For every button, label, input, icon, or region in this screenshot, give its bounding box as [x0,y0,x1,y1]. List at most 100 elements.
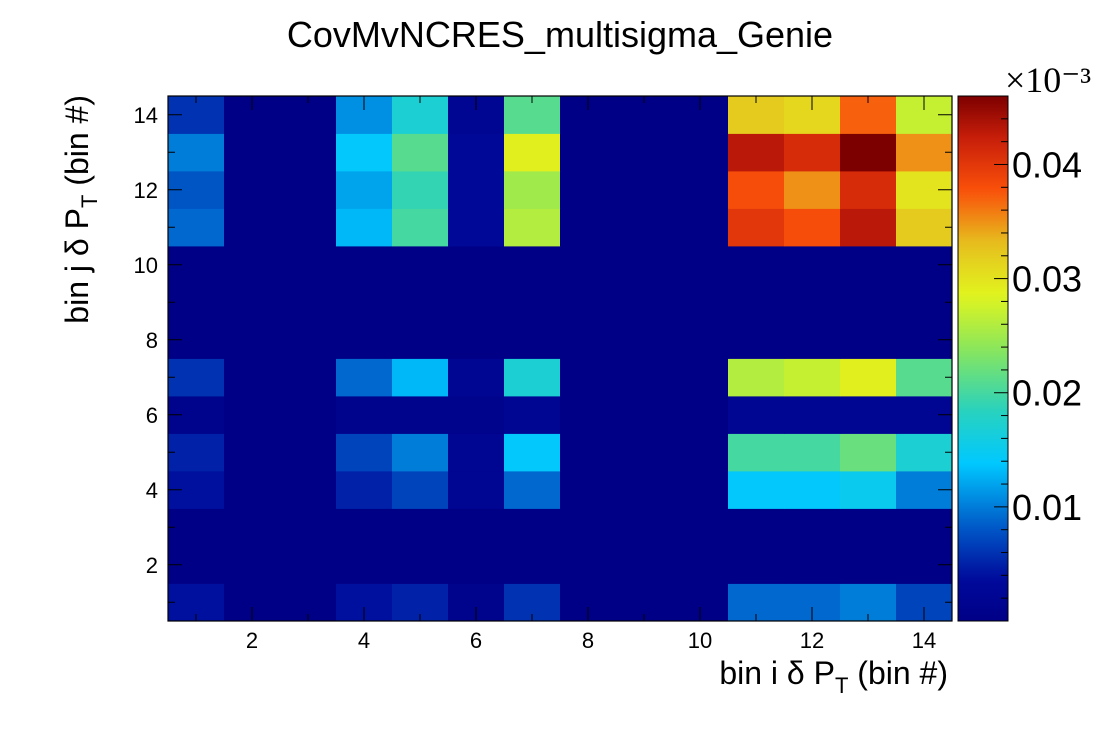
heatmap-cell [728,396,785,434]
heatmap-cell [504,171,561,209]
heatmap-cell [560,433,617,472]
heatmap-cell [448,396,505,434]
heatmap-cell [896,208,953,247]
heatmap-cell [616,396,673,434]
heatmap-cell [560,171,617,209]
heatmap-cell [448,358,505,397]
heatmap-cell [784,546,841,584]
heatmap-cell [728,358,785,397]
heatmap-cell [840,208,897,247]
heatmap-cell [840,246,897,284]
heatmap-cell [616,246,673,284]
heatmap-cell [840,471,897,509]
heatmap-cell [168,358,225,397]
heatmap-cell [280,508,337,547]
heatmap-cell [784,358,841,397]
heatmap-cell [224,433,281,472]
heatmap-cell [224,133,281,172]
heatmap-cell [840,133,897,172]
heatmap-cell [784,396,841,434]
heatmap-cell [728,433,785,472]
heatmap-cell [280,321,337,359]
y-tick-label: 12 [134,178,158,203]
heatmap-cell [672,283,729,322]
heatmap-cell [392,246,449,284]
heatmap-cell [280,133,337,172]
heatmap-cell [784,208,841,247]
heatmap-cell [392,433,449,472]
heatmap-cell [280,283,337,322]
heatmap-cell [896,508,953,547]
heatmap-cell [448,171,505,209]
heatmap-cell [280,433,337,472]
x-tick-label: 6 [470,628,482,653]
heatmap-cell [504,433,561,472]
heatmap-cell [616,321,673,359]
plot-frame [167,95,953,622]
colorbar-tick-label: 0.04 [1012,144,1082,185]
heatmap-cell [448,208,505,247]
heatmap-cell [224,546,281,584]
heatmap-cell [336,321,393,359]
heatmap-cell [560,471,617,509]
heatmap-cell [224,471,281,509]
y-tick-label: 6 [146,403,158,428]
heatmap-cell [504,208,561,247]
heatmap-cell [672,133,729,172]
colorbar-exponent: ×10⁻³ [1005,60,1091,100]
heatmap-cell [672,208,729,247]
heatmap-cell [840,171,897,209]
colorbar [958,96,1008,621]
heatmap-cell [392,321,449,359]
x-tick-label: 14 [912,628,936,653]
heatmap-cell [840,433,897,472]
heatmap-cell [728,246,785,284]
heatmap-cell [616,283,673,322]
axis-ticks [168,96,952,621]
x-tick-labels: 2 4 6 8 10 12 14 [246,628,936,653]
heatmap-cell [672,171,729,209]
heatmap-cell [504,546,561,584]
y-tick-labels: 2 4 6 8 10 12 14 [134,103,158,578]
heatmap-cell [224,358,281,397]
heatmap-cell [392,358,449,397]
heatmap-cell [896,358,953,397]
heatmap-cell [504,246,561,284]
heatmap-cell [560,546,617,584]
heatmap-cell [280,246,337,284]
heatmap-cell [840,321,897,359]
heatmap-cell [392,471,449,509]
heatmap-cell [784,471,841,509]
heatmap-cell [448,546,505,584]
title-box [232,6,887,68]
heatmap-cell [392,283,449,322]
heatmap-cell [504,471,561,509]
heatmap-cell [336,358,393,397]
heatmap-cell [840,358,897,397]
heatmap-cell [336,171,393,209]
x-tick-label: 12 [800,628,824,653]
heatmap-cell [168,283,225,322]
x-tick-label: 8 [582,628,594,653]
heatmap-cell [560,508,617,547]
colorbar-frame [957,95,1009,622]
heatmap-cell [672,396,729,434]
heatmap-cell [784,246,841,284]
heatmap-cell [784,283,841,322]
heatmap-cell [728,508,785,547]
heatmap-cell [616,508,673,547]
heatmap-cell [336,246,393,284]
y-tick-label: 10 [134,253,158,278]
heatmap-cell [336,396,393,434]
heatmap-cell [728,471,785,509]
heatmap-cell [336,471,393,509]
y-tick-label: 4 [146,478,158,503]
heatmap-cell [392,133,449,172]
heatmap-cell [616,358,673,397]
heatmap-cell [336,283,393,322]
heatmap-cell [560,358,617,397]
x-axis-title: bin i δ PT (bin #) [719,655,948,698]
heatmap-cell [616,208,673,247]
heatmap-cell [392,171,449,209]
heatmap-cell [224,246,281,284]
